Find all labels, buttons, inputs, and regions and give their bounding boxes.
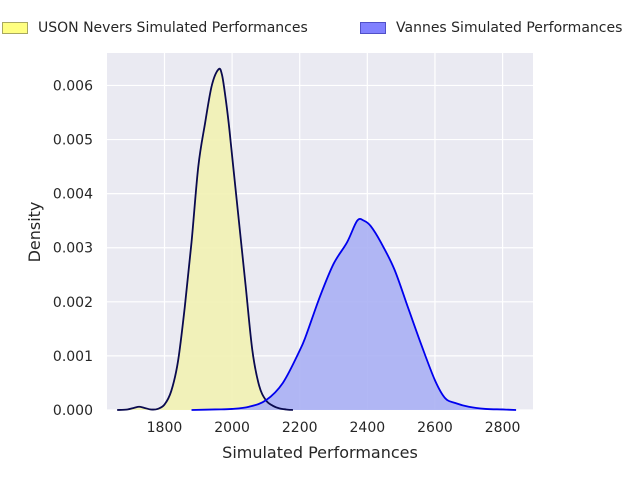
y-tick-label: 0.006 (53, 78, 93, 94)
legend-label-uson-nevers: USON Nevers Simulated Performances (38, 20, 308, 36)
y-tick-label: 0.000 (53, 403, 93, 419)
x-axis-label: Simulated Performances (222, 443, 418, 462)
density-line-uson-nevers (117, 67, 294, 411)
legend-item-uson-nevers: USON Nevers Simulated Performances (2, 20, 308, 36)
y-axis-label: Density (25, 202, 44, 263)
series-layer (117, 67, 517, 411)
y-tick-label: 0.005 (53, 133, 93, 149)
x-tick-label: 2000 (214, 420, 250, 436)
tick-labels: 1800 2000 2200 2400 2600 2800 0.000 0.001 0.002 0… (53, 78, 520, 436)
x-tick-label: 2600 (417, 420, 453, 436)
x-tick-label: 1800 (147, 420, 183, 436)
x-tick-label: 2400 (350, 420, 386, 436)
density-line-vannes (191, 217, 517, 411)
legend-item-vannes: Vannes Simulated Performances (360, 20, 622, 36)
chart-legend: USON Nevers Simulated Performances Vanne… (0, 20, 640, 42)
y-tick-label: 0.003 (53, 241, 93, 257)
x-tick-label: 2800 (485, 420, 521, 436)
legend-swatch-vannes (360, 22, 386, 34)
y-tick-label: 0.004 (53, 187, 93, 203)
x-tick-label: 2200 (282, 420, 318, 436)
density-area-vannes (191, 218, 517, 410)
legend-swatch-uson-nevers (2, 22, 28, 34)
y-tick-label: 0.001 (53, 349, 93, 365)
legend-label-vannes: Vannes Simulated Performances (396, 20, 623, 36)
y-tick-label: 0.002 (53, 295, 93, 311)
